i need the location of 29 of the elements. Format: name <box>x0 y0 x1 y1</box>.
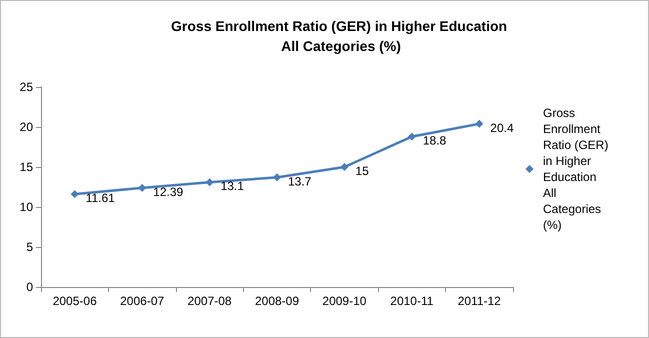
y-tick-label: 25 <box>20 80 34 94</box>
data-label: 11.61 <box>86 191 116 206</box>
x-tick-label: 2010-11 <box>390 294 434 308</box>
chart-title: Gross Enrollment Ratio (GER) in Higher Education All Categories (%) <box>171 18 511 54</box>
y-tick-label: 15 <box>20 160 34 174</box>
point <box>206 178 214 186</box>
data-label: 13.7 <box>288 174 312 188</box>
x-tick-label: 2011-12 <box>458 294 502 308</box>
x-tick-label: 2008-09 <box>254 294 300 308</box>
data-label: 12.39 <box>153 184 184 199</box>
x-tick-label: 2005-06 <box>52 294 98 308</box>
y-tick-label: 20 <box>20 120 34 134</box>
x-tick-label: 2009-10 <box>322 294 367 308</box>
point <box>340 163 348 171</box>
data-label: 13.1 <box>220 179 244 194</box>
x-tick-label: 2006-07 <box>120 294 164 308</box>
point <box>273 173 281 182</box>
point <box>408 132 416 141</box>
data-label: 18.8 <box>422 134 447 148</box>
y-tick-label: 10 <box>20 200 34 214</box>
data-label: 15 <box>355 164 370 178</box>
point <box>70 190 79 198</box>
y-tick-label: 0 <box>26 280 34 294</box>
x-tick-label: 2007-08 <box>188 294 232 308</box>
point <box>475 120 484 128</box>
y-tick-label: 5 <box>26 240 34 254</box>
point <box>138 184 146 192</box>
legend-label: Gross Enrollment Ratio (GER) in Higher Education All Categories (%) <box>543 106 612 232</box>
data-label: 20.4 <box>490 120 514 135</box>
